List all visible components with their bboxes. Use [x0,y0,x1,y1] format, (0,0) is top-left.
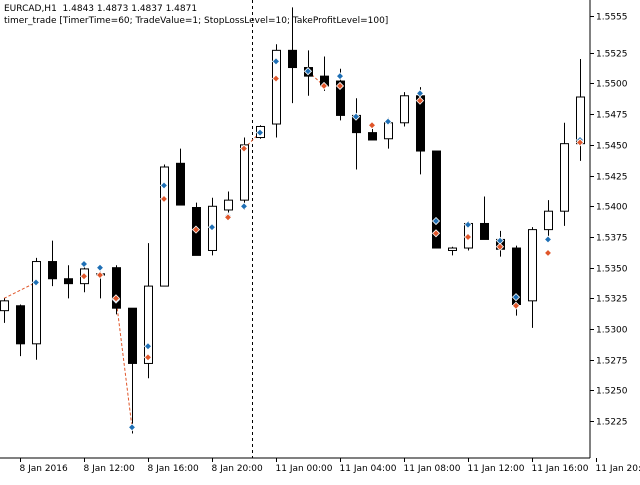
time-tick-label: 11 Jan 08:00 [404,464,461,474]
symbol-quote-line: EURCAD,H1 1.4843 1.4873 1.4837 1.4871 [4,4,197,15]
time-tick-label: 8 Jan 20:00 [212,464,264,474]
time-tick-label: 11 Jan 20:00 [596,464,640,474]
price-tick-label: 1.5525 [596,50,628,60]
candle-body [145,286,153,363]
candle-body [177,163,185,205]
buy-arrow-marker[interactable] [129,424,136,431]
price-tick-label: 1.5425 [596,173,628,183]
candle[interactable] [529,227,537,328]
candle-body [545,211,553,229]
time-tick-label: 11 Jan 12:00 [468,464,525,474]
price-tick-label: 1.5350 [596,265,628,275]
candle-body [481,223,489,239]
candle[interactable] [561,123,569,226]
buy-arrow-marker[interactable] [97,264,104,271]
candle-body [49,262,57,279]
candle[interactable] [401,92,409,126]
candle-body [289,50,297,67]
time-tick-label: 8 Jan 16:00 [148,464,200,474]
candle-body [225,200,233,210]
candle[interactable] [129,308,137,433]
candle-body [385,123,393,139]
candle-body [529,230,537,301]
candle-body [65,279,73,284]
time-tick-label: 8 Jan 2016 [20,464,68,474]
candle-body [1,301,9,311]
candle[interactable] [49,241,57,286]
candle[interactable] [545,200,553,237]
buy-arrow-marker[interactable] [337,73,344,80]
candle[interactable] [369,129,377,140]
price-tick-label: 1.5325 [596,295,628,305]
buy-arrow-marker[interactable] [241,203,248,210]
price-tick-label: 1.5225 [596,418,628,428]
price-tick-label: 1.5300 [596,326,628,336]
price-tick-label: 1.5375 [596,234,628,244]
price-tick-label: 1.5450 [596,142,628,152]
price-tick-label: 1.5555 [596,13,628,23]
trade-connector-line [4,282,36,298]
candle-body [369,133,377,140]
candle[interactable] [481,196,489,239]
time-tick-label: 11 Jan 04:00 [340,464,397,474]
candle[interactable] [33,258,41,360]
price-tick-label: 1.5275 [596,357,628,367]
sell-arrow-marker[interactable] [97,272,104,279]
candle-body [241,145,249,200]
candle[interactable] [17,305,25,357]
candle[interactable] [65,265,73,298]
candle-body [561,144,569,212]
indicator-params-line: timer_trade [TimerTime=60; TradeValue=1;… [4,16,388,27]
price-tick-label: 1.5400 [596,203,628,213]
candle-body [401,96,409,123]
time-tick-label: 11 Jan 16:00 [532,464,589,474]
price-tick-label: 1.5500 [596,80,628,90]
candle-body [33,262,41,344]
candle[interactable] [177,149,185,205]
time-tick-label: 11 Jan 00:00 [276,464,333,474]
buy-arrow-marker[interactable] [81,260,88,267]
candle-body [449,248,457,250]
time-tick-label: 8 Jan 12:00 [84,464,136,474]
price-tick-label: 1.5250 [596,387,628,397]
candle-body [17,306,25,344]
candle[interactable] [449,247,457,256]
sell-arrow-marker[interactable] [369,122,376,129]
candle-body [129,308,137,363]
buy-arrow-marker[interactable] [545,236,552,243]
price-tick-label: 1.5475 [596,111,628,121]
candle[interactable] [113,265,121,314]
sell-arrow-marker[interactable] [545,249,552,256]
candle[interactable] [1,298,9,323]
candle[interactable] [353,98,361,169]
